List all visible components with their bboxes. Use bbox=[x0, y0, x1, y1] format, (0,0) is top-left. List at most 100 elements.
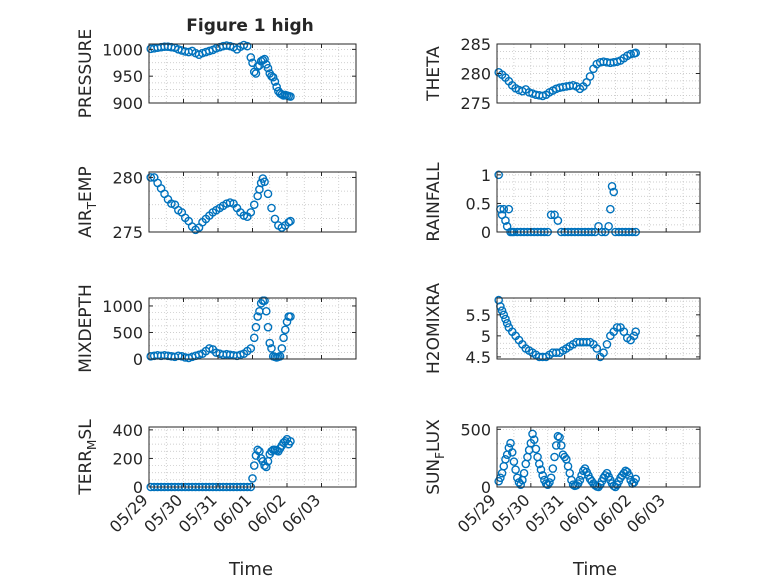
y-tick-label: 500 bbox=[460, 420, 491, 439]
data-point bbox=[553, 216, 563, 225]
data-point bbox=[261, 306, 271, 316]
data-point bbox=[497, 306, 507, 315]
y-tick-label: 900 bbox=[112, 94, 143, 113]
data-point bbox=[513, 473, 522, 483]
y-axis-label: H2OMIXRA bbox=[424, 283, 444, 374]
y-tick-label: 275 bbox=[460, 94, 491, 113]
y-tick-label: 275 bbox=[112, 223, 143, 242]
data-point bbox=[607, 181, 617, 191]
grid bbox=[148, 427, 357, 488]
data-point bbox=[599, 348, 608, 357]
data-point bbox=[538, 471, 547, 480]
data-point bbox=[248, 474, 257, 483]
data-point bbox=[494, 170, 503, 180]
subplot-3: 275 280 AIRTEMP bbox=[76, 166, 357, 242]
y-tick-label: 200 bbox=[112, 449, 143, 468]
data-point bbox=[529, 435, 539, 444]
y-axis-label: AIRTEMP bbox=[76, 166, 99, 237]
data-point bbox=[501, 455, 510, 464]
data-point bbox=[550, 452, 559, 462]
data-point bbox=[531, 444, 541, 454]
data-point bbox=[246, 53, 256, 62]
data-point bbox=[560, 452, 569, 462]
subplot-1: 900 950 1000 PRESSURE bbox=[76, 29, 357, 118]
data-point bbox=[249, 461, 259, 470]
y-tick-label: 5.5 bbox=[466, 306, 491, 325]
data-point bbox=[602, 339, 612, 349]
y-tick-label: 0 bbox=[133, 350, 143, 369]
data-point bbox=[534, 459, 544, 469]
data-point bbox=[243, 41, 252, 51]
data-point bbox=[548, 464, 558, 473]
data-point bbox=[631, 474, 641, 484]
series-markers bbox=[494, 48, 641, 101]
data-point bbox=[263, 189, 273, 199]
data-point bbox=[511, 465, 520, 474]
data-point bbox=[631, 48, 641, 58]
data-point bbox=[568, 480, 578, 489]
y-tick-label: 500 bbox=[112, 323, 143, 342]
data-point bbox=[509, 457, 519, 466]
subplot-4: 0 0.5 1 RAINFALL bbox=[424, 162, 701, 242]
data-point bbox=[286, 312, 295, 321]
x-axis-label-right: Time bbox=[572, 559, 617, 580]
data-point bbox=[275, 352, 285, 361]
data-point bbox=[545, 478, 554, 487]
data-point bbox=[286, 436, 295, 446]
y-tick-label: 1000 bbox=[102, 297, 143, 316]
y-tick-label: 280 bbox=[112, 168, 143, 187]
data-point bbox=[606, 204, 615, 214]
data-point bbox=[604, 221, 613, 231]
data-point bbox=[267, 203, 276, 213]
data-point bbox=[501, 216, 510, 225]
data-point bbox=[263, 63, 273, 73]
data-point bbox=[553, 431, 563, 441]
data-point bbox=[284, 217, 294, 227]
data-point bbox=[501, 314, 510, 324]
data-point bbox=[286, 92, 295, 101]
data-point bbox=[528, 429, 537, 439]
y-tick-label: 5 bbox=[481, 327, 491, 346]
data-point bbox=[260, 54, 269, 64]
data-point bbox=[246, 208, 256, 217]
figure-title: Figure 1 high bbox=[186, 16, 314, 36]
data-point bbox=[556, 441, 566, 450]
y-tick-label: 950 bbox=[112, 67, 143, 86]
data-point bbox=[263, 322, 273, 332]
data-point bbox=[260, 177, 269, 187]
data-point bbox=[629, 331, 639, 341]
series-markers bbox=[494, 429, 641, 492]
data-point bbox=[543, 480, 553, 489]
data-point bbox=[555, 433, 564, 442]
data-point bbox=[277, 344, 287, 353]
data-point bbox=[546, 210, 556, 220]
data-point bbox=[261, 462, 271, 472]
data-point bbox=[551, 441, 561, 450]
data-point bbox=[516, 480, 525, 489]
y-tick-label: 285 bbox=[460, 35, 491, 54]
y-tick-label: 1000 bbox=[102, 40, 143, 59]
data-point bbox=[631, 327, 641, 336]
x-axis-label-left: Time bbox=[228, 559, 273, 580]
y-tick-label: 280 bbox=[460, 65, 491, 84]
data-point bbox=[270, 77, 280, 86]
data-point bbox=[260, 296, 269, 305]
data-point bbox=[146, 173, 156, 182]
subplot-2: 275 280 285 THETA bbox=[424, 35, 701, 113]
data-point bbox=[270, 214, 280, 224]
data-point bbox=[612, 323, 622, 332]
y-axis-label: TERRMSL bbox=[76, 419, 99, 496]
data-point bbox=[546, 473, 556, 483]
data-point bbox=[267, 344, 276, 353]
data-point bbox=[619, 327, 629, 336]
data-point bbox=[249, 333, 259, 343]
y-tick-label: 400 bbox=[112, 421, 143, 440]
y-tick-label: 0 bbox=[481, 223, 491, 242]
data-point bbox=[592, 344, 602, 353]
y-axis-label: MIXDEPTH bbox=[76, 284, 96, 373]
data-point bbox=[265, 338, 275, 348]
y-axis-label: RAINFALL bbox=[424, 162, 444, 242]
data-point bbox=[609, 187, 619, 197]
